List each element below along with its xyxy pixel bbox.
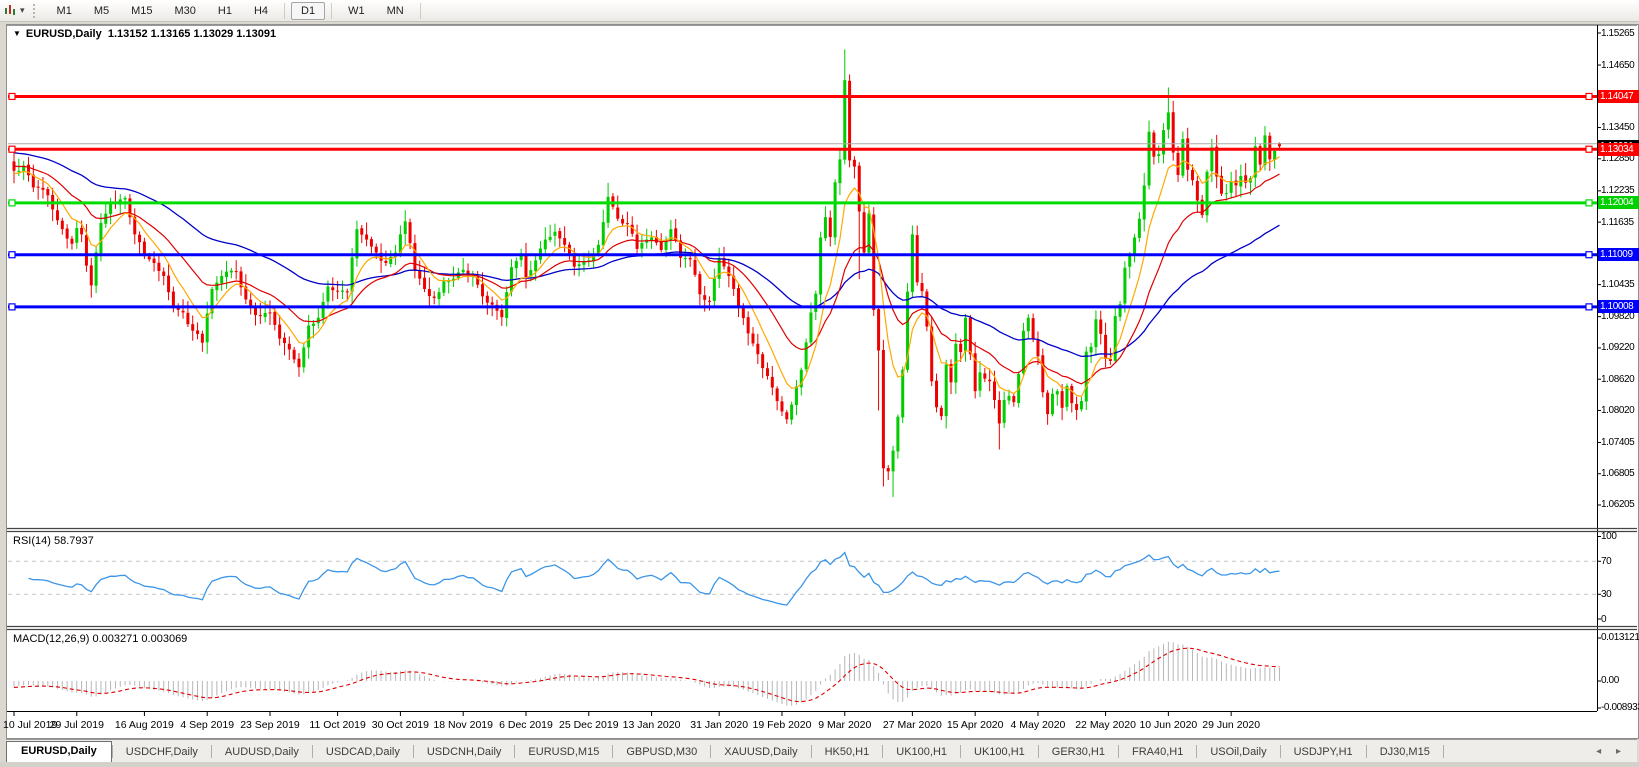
hline-handle-left[interactable] bbox=[8, 92, 16, 101]
timeframe-button-M30[interactable]: M30 bbox=[174, 4, 196, 17]
hline-handle-left[interactable] bbox=[8, 303, 16, 311]
timeframe-button-H4[interactable]: H4 bbox=[253, 4, 269, 17]
timeframe-button-MN[interactable]: MN bbox=[386, 4, 404, 17]
toolbar-separator bbox=[284, 2, 286, 19]
hline-handle-left[interactable] bbox=[8, 199, 16, 207]
dropdown-caret-icon[interactable]: ▾ bbox=[20, 5, 25, 15]
chart-tab-USDCAD-Daily[interactable]: USDCAD,Daily bbox=[325, 746, 400, 758]
hline-handle-right[interactable] bbox=[1585, 251, 1593, 259]
chart-tab-UK100-H1[interactable]: UK100,H1 bbox=[974, 746, 1025, 758]
chart-tab-bar: EURUSD,Daily USDCHF,Daily AUDUSD,Daily USDC… bbox=[6, 739, 1637, 762]
tab-divider bbox=[1279, 745, 1281, 758]
chart-tab-HK50-H1[interactable]: HK50,H1 bbox=[824, 746, 870, 758]
timeframe-button-H1[interactable]: H1 bbox=[217, 4, 232, 17]
hline-handle-right[interactable] bbox=[1585, 145, 1593, 153]
hline-handle-right[interactable] bbox=[1585, 303, 1593, 311]
tab-divider bbox=[710, 745, 712, 758]
hline-handle-right[interactable] bbox=[1585, 92, 1593, 101]
timeframe-button-M1[interactable]: M1 bbox=[56, 4, 72, 17]
chart-tab-DJ30-M15[interactable]: DJ30,M15 bbox=[1379, 746, 1430, 758]
toolbar-separator bbox=[331, 2, 333, 19]
timeframe-button-M5[interactable]: M5 bbox=[93, 4, 110, 17]
chart-tab-GBPUSD-M30[interactable]: GBPUSD,M30 bbox=[626, 746, 698, 758]
chart-tab-GER30-H1[interactable]: GER30,H1 bbox=[1051, 746, 1105, 758]
hline-handle-left[interactable] bbox=[8, 251, 16, 259]
bottom-strip bbox=[0, 762, 1639, 767]
chart-tab-USDJPY-H1[interactable]: USDJPY,H1 bbox=[1293, 746, 1353, 758]
chart-window bbox=[6, 24, 1639, 739]
tab-divider bbox=[1365, 745, 1367, 758]
tab-divider bbox=[412, 745, 414, 758]
chart-tab-USDCNH-Daily[interactable]: USDCNH,Daily bbox=[426, 746, 502, 758]
tab-divider bbox=[882, 745, 884, 758]
tab-divider bbox=[1196, 745, 1198, 758]
tab-scroll-arrows[interactable]: ◂ ▸ bbox=[1596, 745, 1627, 757]
tab-divider bbox=[514, 745, 516, 758]
toolbar-grip[interactable] bbox=[32, 3, 38, 18]
tab-divider bbox=[1037, 745, 1039, 758]
timeframe-button-M15[interactable]: M15 bbox=[131, 4, 153, 17]
timeframe-button-D1[interactable]: D1 bbox=[291, 1, 326, 20]
tab-divider bbox=[612, 745, 614, 758]
chart-tab-EURUSD-Daily[interactable]: EURUSD,Daily bbox=[6, 741, 112, 762]
hline-handle-right[interactable] bbox=[1585, 199, 1593, 207]
timeframe-button-W1[interactable]: W1 bbox=[348, 4, 365, 17]
tab-divider bbox=[210, 745, 212, 758]
timeframe-toolbar: ▾ M1 M5 M15 M30 H1 H4 D1 W1 MN bbox=[0, 0, 1639, 22]
chart-tab-UK100-H1[interactable]: UK100,H1 bbox=[896, 746, 948, 758]
tab-divider bbox=[111, 745, 113, 758]
tab-divider bbox=[1117, 745, 1119, 758]
tab-divider bbox=[810, 745, 812, 758]
toolbar-separator bbox=[419, 2, 421, 19]
tab-divider bbox=[311, 745, 313, 758]
chart-tab-EURUSD-M15[interactable]: EURUSD,M15 bbox=[528, 746, 600, 758]
tab-divider bbox=[1442, 745, 1444, 758]
chart-type-icon[interactable] bbox=[2, 3, 19, 18]
chart-tab-USDCHF-Daily[interactable]: USDCHF,Daily bbox=[125, 746, 198, 758]
hline-handle-left[interactable] bbox=[8, 145, 16, 153]
chart-tab-USOil-Daily[interactable]: USOil,Daily bbox=[1210, 746, 1267, 758]
chart-tab-FRA40-H1[interactable]: FRA40,H1 bbox=[1131, 746, 1184, 758]
tab-divider bbox=[960, 745, 962, 758]
chart-tab-AUDUSD-Daily[interactable]: AUDUSD,Daily bbox=[224, 746, 299, 758]
chart-tab-XAUUSD-Daily[interactable]: XAUUSD,Daily bbox=[724, 746, 798, 758]
